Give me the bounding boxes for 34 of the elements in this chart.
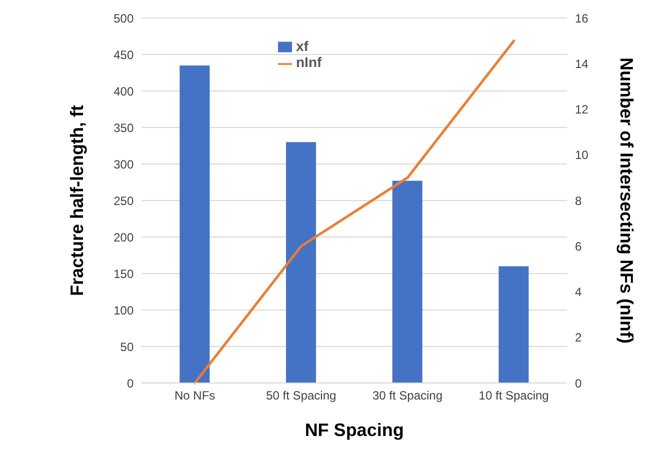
- y-tick-label: 400: [114, 84, 134, 98]
- y-tick-label: 350: [114, 120, 134, 135]
- x-tick-label: 30 ft Spacing: [372, 388, 443, 403]
- y-tick-label: 0: [126, 376, 134, 390]
- y2-tick-label: 4: [575, 285, 582, 300]
- legend-label: xf: [296, 38, 308, 54]
- x-tick-label: 10 ft Spacing: [478, 388, 549, 403]
- y-tick-label: 450: [114, 48, 134, 62]
- x-axis-title: NF Spacing: [304, 420, 404, 440]
- y2-tick-label: 2: [575, 330, 582, 345]
- y2-tick-label: 8: [575, 194, 582, 208]
- y2-tick-label: 12: [575, 102, 589, 117]
- bar: [180, 65, 210, 383]
- x-tick-label: No NFs: [174, 388, 216, 403]
- bar: [498, 266, 529, 383]
- line-series: [194, 40, 516, 384]
- y-tick-label: 50: [120, 340, 134, 354]
- y-tick-label: 500: [114, 11, 134, 26]
- y-axis-title: Fracture half-length, ft: [67, 104, 88, 296]
- bar: [392, 180, 422, 383]
- y-tick-label: 200: [114, 230, 134, 244]
- y2-tick-label: 14: [575, 56, 589, 71]
- y2-axis-title: Number of Intersecting NFs (nInf): [616, 57, 637, 344]
- y-tick-label: 300: [114, 157, 134, 172]
- legend-label: nInf: [296, 54, 322, 70]
- y2-tick-label: 0: [575, 376, 582, 390]
- y-tick-label: 100: [114, 303, 134, 318]
- y-tick-label: 150: [114, 266, 134, 281]
- bar: [286, 142, 316, 383]
- y2-tick-label: 16: [575, 11, 589, 26]
- y-tick-label: 250: [114, 194, 134, 208]
- y2-tick-label: 6: [575, 239, 582, 254]
- y2-tick-label: 10: [575, 148, 589, 162]
- x-tick-label: 50 ft Spacing: [266, 388, 336, 403]
